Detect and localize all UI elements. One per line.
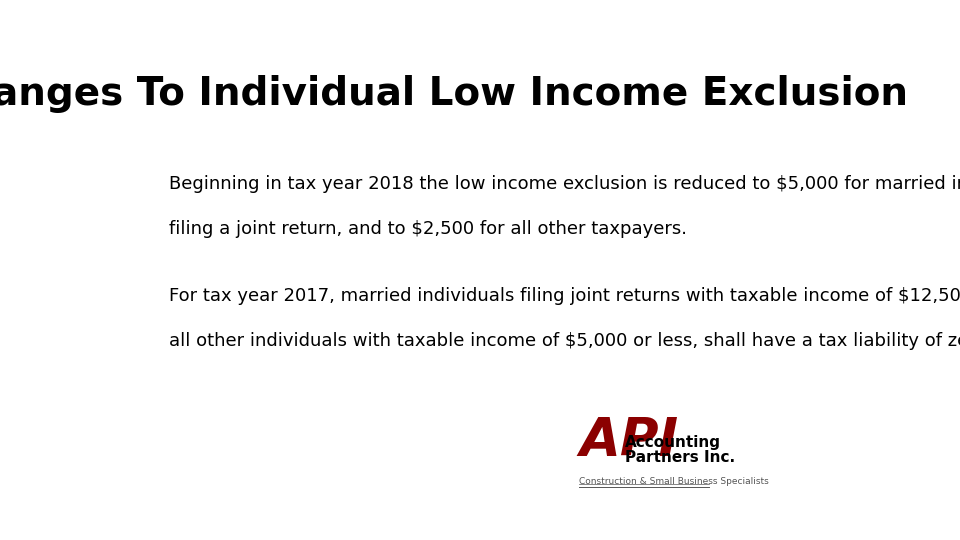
Text: Changes To Individual Low Income Exclusion: Changes To Individual Low Income Exclusi… [0,76,908,113]
Text: all other individuals with taxable income of $5,000 or less, shall have a tax li: all other individuals with taxable incom… [169,332,960,350]
Text: Beginning in tax year 2018 the low income exclusion is reduced to $5,000 for mar: Beginning in tax year 2018 the low incom… [169,176,960,193]
Text: Partners Inc.: Partners Inc. [625,450,734,464]
Text: Accounting: Accounting [625,435,721,450]
Text: API: API [579,415,679,467]
Text: Construction & Small Business Specialists: Construction & Small Business Specialist… [579,477,769,485]
Text: filing a joint return, and to $2,500 for all other taxpayers.: filing a joint return, and to $2,500 for… [169,220,687,238]
Text: For tax year 2017, married individuals filing joint returns with taxable income : For tax year 2017, married individuals f… [169,287,960,305]
